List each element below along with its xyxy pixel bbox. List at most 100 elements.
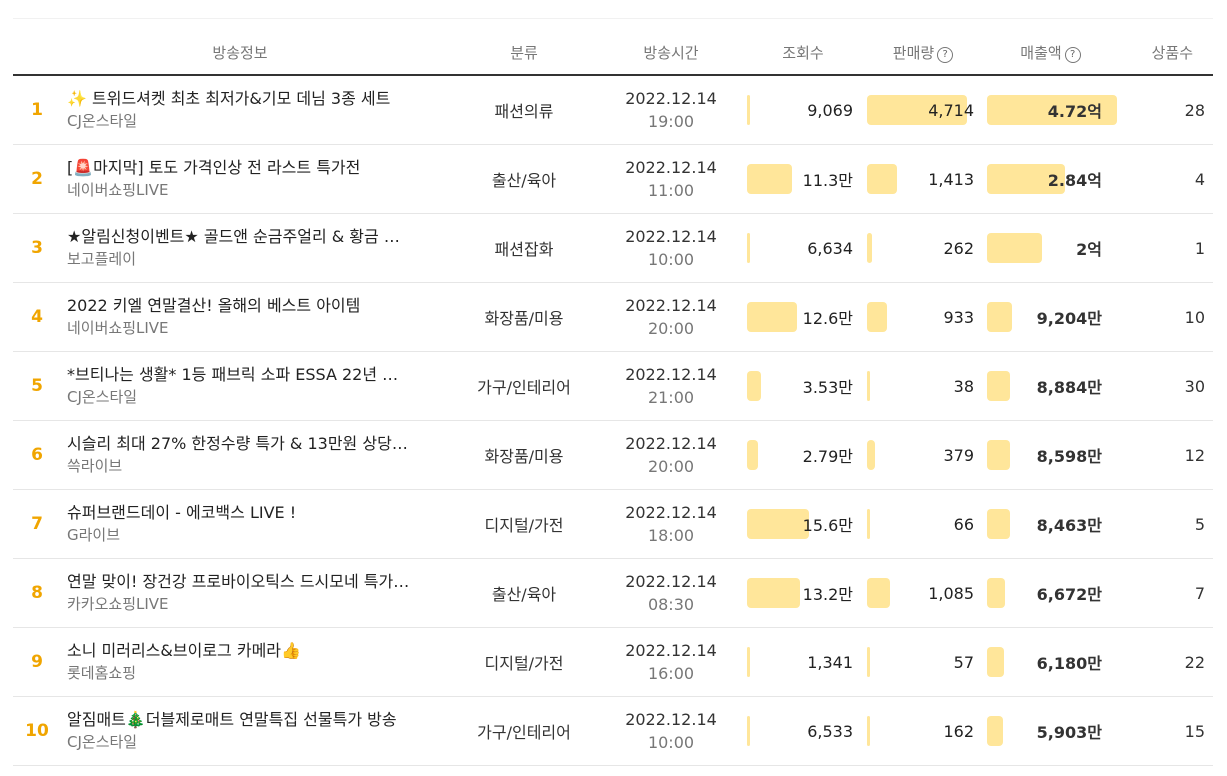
broadcast-info-cell[interactable]: 슈퍼브랜드데이 - 에코백스 LIVE ! G라이브 — [61, 489, 449, 559]
channel-name[interactable]: 네이버쇼핑LIVE — [67, 319, 169, 337]
header-category[interactable]: 분류 — [449, 30, 599, 76]
broadcast-title[interactable]: 2022 키엘 연말결산! 올해의 베스트 아이템 — [67, 295, 412, 317]
revenue-value: 2억 — [1076, 240, 1102, 259]
channel-name[interactable]: 네이버쇼핑LIVE — [67, 181, 169, 199]
channel-name[interactable]: G라이브 — [67, 526, 121, 544]
sales-value: 1,085 — [928, 583, 974, 603]
header-views[interactable]: 조회수 — [743, 30, 863, 76]
sales-value: 38 — [953, 376, 974, 396]
sales-cell: 38 — [863, 351, 983, 421]
views-cell: 3.53만 — [743, 351, 863, 421]
broadcast-info-cell[interactable]: ✨ 트위드셔켓 최초 최저가&기모 데님 3종 세트 CJ온스타일 — [61, 75, 449, 145]
sales-cell: 4,714 — [863, 75, 983, 145]
broadcast-title[interactable]: 알짐매트🎄더블제로매트 연말특집 선물특가 방송 — [67, 709, 412, 731]
category-label: 가구/인테리어 — [449, 696, 599, 766]
rank-number: 9 — [13, 627, 61, 697]
views-cell: 6,533 — [743, 696, 863, 766]
header-sales[interactable]: 판매량? — [863, 30, 983, 76]
channel-name[interactable]: 롯데홈쇼핑 — [67, 664, 137, 682]
help-icon[interactable]: ? — [1064, 46, 1081, 63]
sales-value: 66 — [953, 514, 974, 534]
broadcast-date: 2022.12.14 — [625, 710, 717, 729]
revenue-value: 8,463만 — [1036, 516, 1102, 535]
broadcast-title-text: 트위드셔켓 최초 최저가&기모 데님 3종 세트 — [86, 89, 391, 108]
broadcast-time-cell: 2022.12.14 21:00 — [599, 351, 743, 421]
sales-value: 933 — [943, 307, 974, 327]
header-broadcast-time[interactable]: 방송시간 — [599, 30, 743, 76]
table-row[interactable]: 3 ★알림신청이벤트★ 골드앤 순금주얼리 & 황금 특가 보고플레이 패션잡화 202… — [13, 213, 1213, 283]
views-bar — [747, 716, 750, 746]
views-bar — [747, 371, 761, 401]
sales-bar — [867, 716, 870, 746]
table-row[interactable]: 8 연말 맞이! 장건강 프로바이오틱스 드시모네 특가 방송 카카오쇼핑LIVE 출… — [13, 558, 1213, 628]
table-row[interactable]: 5 *브티나는 생활* 1등 패브릭 소파 ESSA 22년 마지막 특가 CJ온스… — [13, 351, 1213, 421]
broadcast-time-cell: 2022.12.14 16:00 — [599, 627, 743, 697]
views-value: 12.6만 — [802, 309, 853, 328]
revenue-cell: 8,598만 — [983, 420, 1118, 490]
revenue-value: 8,598만 — [1036, 447, 1102, 466]
broadcast-title[interactable]: 시슬리 최대 27% 한정수량 특가 & 13만원 상당 사은품 — [67, 433, 412, 455]
header-broadcast-info[interactable]: 방송정보 — [61, 30, 449, 76]
broadcast-title[interactable]: ★알림신청이벤트★ 골드앤 순금주얼리 & 황금 특가 — [67, 226, 412, 248]
views-bar — [747, 233, 750, 263]
broadcast-title[interactable]: *브티나는 생활* 1등 패브릭 소파 ESSA 22년 마지막 특가 — [67, 364, 412, 386]
table-row[interactable]: 6 시슬리 최대 27% 한정수량 특가 & 13만원 상당 사은품 쓱라이브 화장품… — [13, 420, 1213, 490]
channel-name[interactable]: 카카오쇼핑LIVE — [67, 595, 169, 613]
broadcast-date: 2022.12.14 — [625, 158, 717, 177]
header-revenue[interactable]: 매출액? — [983, 30, 1118, 76]
revenue-cell: 8,884만 — [983, 351, 1118, 421]
revenue-bar — [987, 578, 1005, 608]
views-cell: 13.2만 — [743, 558, 863, 628]
product-count: 7 — [1118, 558, 1213, 628]
category-label: 화장품/미용 — [449, 420, 599, 490]
revenue-value: 6,180만 — [1036, 654, 1102, 673]
table-row[interactable]: 1 ✨ 트위드셔켓 최초 최저가&기모 데님 3종 세트 CJ온스타일 패션의류 202… — [13, 75, 1213, 145]
sales-bar — [867, 578, 890, 608]
broadcast-title[interactable]: [🚨마지막] 토도 가격인상 전 라스트 특가전 — [67, 157, 412, 179]
top-divider — [13, 18, 1213, 19]
table-row[interactable]: 2 [🚨마지막] 토도 가격인상 전 라스트 특가전 네이버쇼핑LIVE 출산/육아 2… — [13, 144, 1213, 214]
product-count: 4 — [1118, 144, 1213, 214]
broadcast-info-cell[interactable]: 알짐매트🎄더블제로매트 연말특집 선물특가 방송 CJ온스타일 — [61, 696, 449, 766]
broadcast-title-text: 알짐매트🎄더블제로매트 연말특집 선물특가 방송 — [67, 710, 397, 729]
broadcast-hour: 11:00 — [647, 181, 695, 200]
header-product-count[interactable]: 상품수 — [1118, 30, 1213, 76]
channel-name[interactable]: CJ온스타일 — [67, 112, 138, 130]
broadcast-hour: 08:30 — [647, 595, 695, 614]
broadcast-title[interactable]: ✨ 트위드셔켓 최초 최저가&기모 데님 3종 세트 — [67, 88, 412, 110]
sales-cell: 57 — [863, 627, 983, 697]
views-value: 2.79만 — [802, 447, 853, 466]
broadcast-title[interactable]: 연말 맞이! 장건강 프로바이오틱스 드시모네 특가 방송 — [67, 571, 412, 593]
sales-cell: 933 — [863, 282, 983, 352]
broadcast-info-cell[interactable]: *브티나는 생활* 1등 패브릭 소파 ESSA 22년 마지막 특가 CJ온스타… — [61, 351, 449, 421]
table-header-row: 방송정보 분류 방송시간 조회수 판매량? 매출액? 상품수 — [13, 30, 1213, 76]
channel-name[interactable]: 쓱라이브 — [67, 457, 123, 475]
broadcast-hour: 10:00 — [647, 733, 695, 752]
sales-bar — [867, 302, 887, 332]
category-label: 출산/육아 — [449, 144, 599, 214]
broadcast-date: 2022.12.14 — [625, 89, 717, 108]
channel-name[interactable]: CJ온스타일 — [67, 388, 138, 406]
sales-cell: 262 — [863, 213, 983, 283]
sales-bar — [867, 647, 870, 677]
table-row[interactable]: 4 2022 키엘 연말결산! 올해의 베스트 아이템 네이버쇼핑LIVE 화장품/미… — [13, 282, 1213, 352]
help-icon[interactable]: ? — [937, 46, 954, 63]
sales-bar — [867, 371, 870, 401]
channel-name[interactable]: CJ온스타일 — [67, 733, 138, 751]
table-row[interactable]: 10 알짐매트🎄더블제로매트 연말특집 선물특가 방송 CJ온스타일 가구/인테리어 2… — [13, 696, 1213, 766]
table-row[interactable]: 7 슈퍼브랜드데이 - 에코백스 LIVE ! G라이브 디지털/가전 2022.12.… — [13, 489, 1213, 559]
revenue-bar — [987, 371, 1010, 401]
channel-name[interactable]: 보고플레이 — [67, 250, 137, 268]
rank-number: 5 — [13, 351, 61, 421]
broadcast-title[interactable]: 슈퍼브랜드데이 - 에코백스 LIVE ! — [67, 502, 412, 524]
broadcast-info-cell[interactable]: 소니 미러리스&브이로그 카메라👍 롯데홈쇼핑 — [61, 627, 449, 697]
broadcast-title[interactable]: 소니 미러리스&브이로그 카메라👍 — [67, 640, 412, 662]
views-bar — [747, 95, 750, 125]
table-row[interactable]: 9 소니 미러리스&브이로그 카메라👍 롯데홈쇼핑 디지털/가전 2022.12.14 1… — [13, 627, 1213, 697]
revenue-bar — [987, 233, 1042, 263]
